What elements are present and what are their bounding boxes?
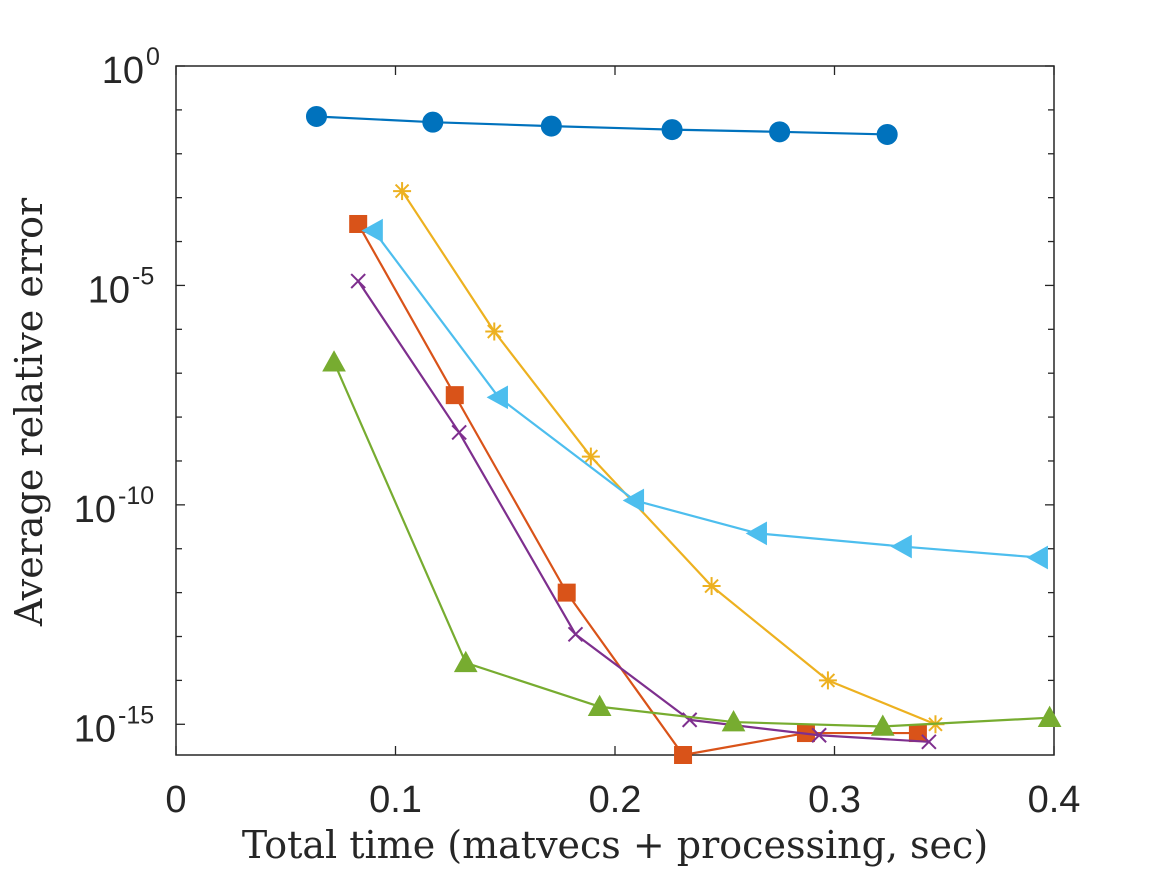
y-tick-label: 10 -15 xyxy=(74,701,154,750)
y-tick-base: 10 xyxy=(74,708,116,750)
data-point xyxy=(451,424,467,441)
data-point xyxy=(674,746,693,764)
data-point xyxy=(622,488,645,513)
data-point xyxy=(540,115,562,137)
data-point xyxy=(1037,705,1062,727)
data-point xyxy=(921,734,937,750)
x-tick-label: 0.4 xyxy=(1028,779,1081,821)
data-point xyxy=(587,694,612,717)
data-point xyxy=(445,386,464,405)
data-point xyxy=(1026,545,1048,570)
x-axis-label: Total time (matvecs + processing, sec) xyxy=(242,823,988,867)
data-point xyxy=(422,111,444,133)
y-axis-label: Average relative error xyxy=(7,197,51,627)
data-point xyxy=(322,350,346,372)
data-point xyxy=(361,218,383,243)
series-layer xyxy=(305,105,1062,764)
series-cyan xyxy=(361,218,1048,570)
data-point xyxy=(581,447,600,466)
series-purple xyxy=(350,273,937,750)
data-point xyxy=(745,521,767,546)
y-tick-label: 10 0 xyxy=(102,43,160,92)
series-line xyxy=(333,361,1050,728)
series-blue xyxy=(305,105,898,145)
data-point xyxy=(350,273,366,289)
x-tick-label: 0.3 xyxy=(808,779,861,821)
data-point xyxy=(661,119,683,141)
series-line xyxy=(372,229,1039,559)
series-line xyxy=(357,280,929,743)
data-point xyxy=(908,724,927,743)
y-tick-exponent: -15 xyxy=(118,701,154,729)
series-line xyxy=(316,115,888,136)
y-tick-label: 10 -5 xyxy=(88,262,155,311)
series-yellow xyxy=(393,182,945,734)
data-point xyxy=(393,182,412,201)
data-point xyxy=(811,727,827,743)
data-point xyxy=(485,322,504,341)
data-point xyxy=(890,534,912,559)
axis-ticks xyxy=(175,65,1055,755)
y-tick-base: 10 xyxy=(74,489,116,531)
y-tick-base: 10 xyxy=(102,50,144,92)
data-point xyxy=(557,583,576,602)
data-point xyxy=(681,712,698,728)
data-point xyxy=(818,671,837,690)
axes-box xyxy=(175,65,1055,756)
y-tick-exponent: -5 xyxy=(132,262,154,290)
x-tick-label: 0.2 xyxy=(589,779,642,821)
series-orange xyxy=(349,214,927,764)
data-point xyxy=(349,214,368,233)
x-tick-label: 0.1 xyxy=(369,779,422,821)
data-point xyxy=(721,710,746,732)
data-point xyxy=(486,385,508,410)
x-tick-label: 0 xyxy=(165,779,186,821)
y-tick-exponent: -10 xyxy=(118,482,154,510)
y-tick-exponent: 0 xyxy=(146,43,160,71)
series-green xyxy=(322,350,1062,736)
plot-area xyxy=(175,65,1055,756)
data-point xyxy=(567,626,584,643)
series-line xyxy=(401,190,936,726)
y-tick-base: 10 xyxy=(88,269,130,311)
y-tick-label: 10 -10 xyxy=(74,482,154,531)
data-point xyxy=(453,650,478,673)
data-point xyxy=(305,105,327,127)
data-point xyxy=(870,714,895,736)
data-point xyxy=(702,577,721,596)
series-line xyxy=(357,223,918,757)
data-point xyxy=(876,123,898,145)
data-point xyxy=(769,121,791,143)
